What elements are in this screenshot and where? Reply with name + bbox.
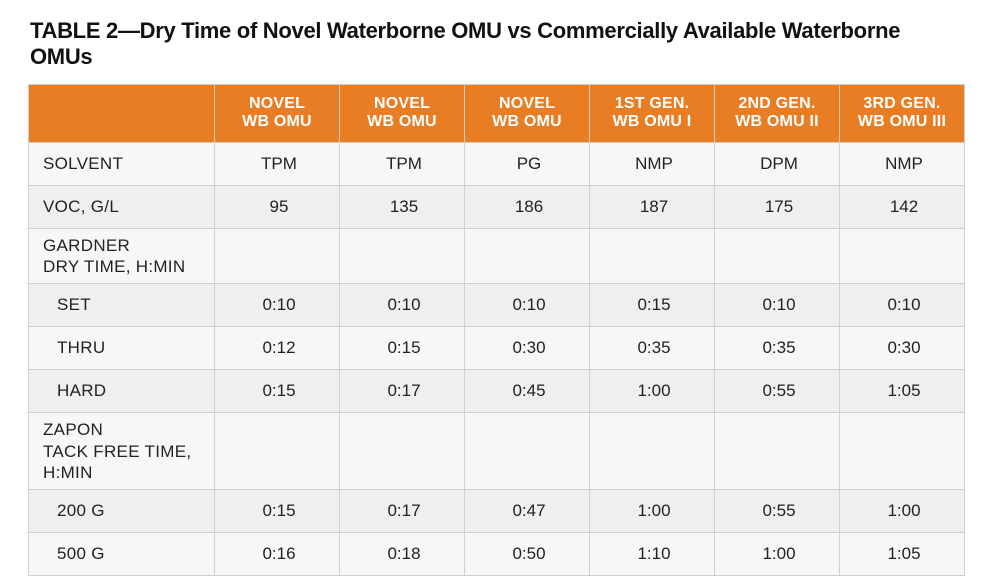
col-header: NOVELWB OMU — [340, 85, 465, 143]
cell: 0:30 — [465, 327, 590, 370]
cell: 0:10 — [215, 284, 340, 327]
col-header: 2ND GEN.WB OMU II — [715, 85, 840, 143]
cell: 1:10 — [590, 533, 715, 576]
cell: 0:50 — [465, 533, 590, 576]
cell: 0:17 — [340, 370, 465, 413]
cell: 0:12 — [215, 327, 340, 370]
cell: 135 — [340, 185, 465, 228]
cell: 1:05 — [840, 370, 965, 413]
row-label: HARD — [29, 370, 215, 413]
cell — [340, 228, 465, 284]
cell — [715, 413, 840, 490]
cell: 0:35 — [590, 327, 715, 370]
cell — [465, 228, 590, 284]
table-row: GARDNERDRY TIME, H:MIN — [29, 228, 965, 284]
cell: 0:47 — [465, 490, 590, 533]
cell: 1:00 — [840, 490, 965, 533]
cell — [340, 413, 465, 490]
cell: 0:55 — [715, 490, 840, 533]
row-label: ZAPONTACK FREE TIME,H:MIN — [29, 413, 215, 490]
page: TABLE 2—Dry Time of Novel Waterborne OMU… — [0, 0, 992, 566]
cell: TPM — [215, 142, 340, 185]
row-label: 500 G — [29, 533, 215, 576]
cell: 1:00 — [590, 370, 715, 413]
cell: TPM — [340, 142, 465, 185]
cell: 1:00 — [715, 533, 840, 576]
col-header: NOVELWB OMU — [465, 85, 590, 143]
row-label: THRU — [29, 327, 215, 370]
cell: 0:10 — [840, 284, 965, 327]
cell: 0:10 — [465, 284, 590, 327]
cell: 0:15 — [590, 284, 715, 327]
cell — [215, 228, 340, 284]
cell: 0:55 — [715, 370, 840, 413]
table-row: HARD0:150:170:451:000:551:05 — [29, 370, 965, 413]
table-row: SOLVENTTPMTPMPGNMPDPMNMP — [29, 142, 965, 185]
cell — [215, 413, 340, 490]
table-header: NOVELWB OMU NOVELWB OMU NOVELWB OMU 1ST … — [29, 85, 965, 143]
table-row: THRU0:120:150:300:350:350:30 — [29, 327, 965, 370]
cell: NMP — [840, 142, 965, 185]
table-row: SET0:100:100:100:150:100:10 — [29, 284, 965, 327]
cell: 0:15 — [340, 327, 465, 370]
col-header: NOVELWB OMU — [215, 85, 340, 143]
cell: 187 — [590, 185, 715, 228]
col-header: 1ST GEN.WB OMU I — [590, 85, 715, 143]
cell: 1:05 — [840, 533, 965, 576]
row-label: 200 G — [29, 490, 215, 533]
cell: 175 — [715, 185, 840, 228]
cell: 1:00 — [590, 490, 715, 533]
cell — [465, 413, 590, 490]
cell: 0:30 — [840, 327, 965, 370]
cell: 0:45 — [465, 370, 590, 413]
cell: PG — [465, 142, 590, 185]
cell: 0:17 — [340, 490, 465, 533]
cell: 0:15 — [215, 370, 340, 413]
cell: DPM — [715, 142, 840, 185]
cell: 186 — [465, 185, 590, 228]
cell — [840, 228, 965, 284]
header-row: NOVELWB OMU NOVELWB OMU NOVELWB OMU 1ST … — [29, 85, 965, 143]
table-row: 500 G0:160:180:501:101:001:05 — [29, 533, 965, 576]
cell — [715, 228, 840, 284]
cell: 0:10 — [340, 284, 465, 327]
table-row: VOC, G/L95135186187175142 — [29, 185, 965, 228]
cell: 0:15 — [215, 490, 340, 533]
table-title: TABLE 2—Dry Time of Novel Waterborne OMU… — [30, 18, 964, 70]
cell — [590, 413, 715, 490]
table-row: 200 G0:150:170:471:000:551:00 — [29, 490, 965, 533]
cell: 0:10 — [715, 284, 840, 327]
table-row: ZAPONTACK FREE TIME,H:MIN — [29, 413, 965, 490]
table-body: SOLVENTTPMTPMPGNMPDPMNMPVOC, G/L95135186… — [29, 142, 965, 575]
cell: 95 — [215, 185, 340, 228]
header-stub — [29, 85, 215, 143]
cell: 0:18 — [340, 533, 465, 576]
cell — [840, 413, 965, 490]
data-table: NOVELWB OMU NOVELWB OMU NOVELWB OMU 1ST … — [28, 84, 965, 576]
row-label: SET — [29, 284, 215, 327]
cell: NMP — [590, 142, 715, 185]
col-header: 3RD GEN.WB OMU III — [840, 85, 965, 143]
cell: 0:35 — [715, 327, 840, 370]
row-label: GARDNERDRY TIME, H:MIN — [29, 228, 215, 284]
cell: 142 — [840, 185, 965, 228]
row-label: VOC, G/L — [29, 185, 215, 228]
cell — [590, 228, 715, 284]
cell: 0:16 — [215, 533, 340, 576]
row-label: SOLVENT — [29, 142, 215, 185]
